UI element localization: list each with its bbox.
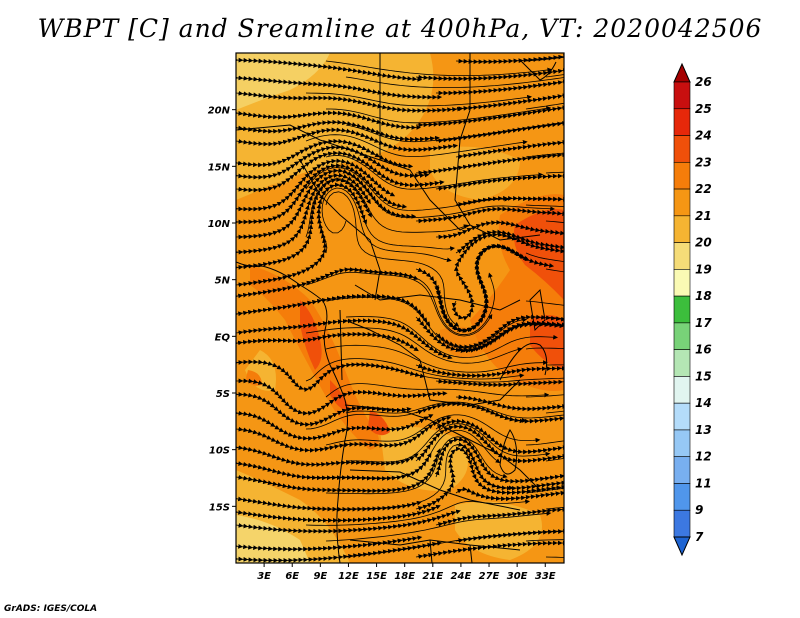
- colorbar-label: 26: [695, 75, 712, 89]
- x-tick-label: 3E: [257, 571, 271, 582]
- streamline: [435, 369, 564, 388]
- x-tick-label: 27E: [479, 571, 500, 582]
- streamline: [305, 403, 527, 430]
- colorbar-swatch: [673, 322, 691, 350]
- grads-credit: GrADS: IGES/COLA: [4, 604, 98, 614]
- y-tick-label: 15S: [209, 502, 230, 513]
- streamline: [236, 541, 443, 563]
- streamline: [236, 293, 431, 327]
- x-tick-label: 33E: [535, 571, 556, 582]
- x-tick-label: 15E: [366, 571, 387, 582]
- colorbar-swatch: [673, 188, 691, 217]
- streamline: [415, 540, 564, 559]
- chart-title: WBPT [C] and Sreamline at 400hPa, VT: 20…: [37, 14, 763, 43]
- colorbar-label: 17: [695, 316, 712, 330]
- colorbar-swatch: [673, 81, 691, 110]
- colorbar-label: 16: [695, 343, 712, 357]
- colorbar-swatch: [673, 376, 691, 404]
- streamline: [305, 429, 501, 479]
- colorbar-label: 21: [695, 209, 712, 223]
- colorbar-swatch: [673, 108, 691, 136]
- colorbar-max-triangle: [673, 62, 691, 83]
- streamlines: [236, 53, 564, 563]
- streamline: [305, 499, 530, 526]
- colorbar-swatch: [673, 402, 691, 431]
- y-tick-label: 15N: [208, 162, 231, 173]
- y-tick-label: EQ: [215, 332, 231, 343]
- colorbar-label: 11: [695, 476, 712, 490]
- x-tick-label: 21E: [422, 571, 443, 582]
- colorbar-swatch: [673, 509, 691, 538]
- x-tick-label: 18E: [394, 571, 415, 582]
- streamline: [236, 509, 461, 534]
- colorbar-label: 25: [695, 102, 712, 116]
- colorbar-label: 7: [695, 530, 704, 544]
- colorbar-label: 18: [695, 289, 712, 303]
- x-tick-label: 9E: [313, 571, 327, 582]
- colorbar-min-triangle: [673, 536, 691, 557]
- x-tick-label: 24E: [451, 571, 472, 582]
- axis-ticks: 3E 6E 9E 12E 15E 18E 21E 24E 27E 30E 33E 20N 15N 10N 5…: [208, 106, 556, 582]
- colorbar-swatch: [673, 483, 691, 511]
- y-tick-label: 5N: [215, 276, 231, 287]
- colorbar-label: 22: [695, 182, 712, 196]
- streamline: [451, 232, 564, 321]
- colorbar-label: 9: [695, 503, 703, 517]
- y-tick-label: 10S: [209, 446, 230, 457]
- colorbar-label: 19: [695, 262, 712, 276]
- colorbar-label: 12: [695, 450, 712, 464]
- colorbar-label: 20: [695, 236, 712, 250]
- y-tick-label: 10N: [208, 219, 231, 230]
- streamline: [435, 504, 564, 527]
- colorbar-swatch: [673, 349, 691, 377]
- streamline: [415, 206, 564, 226]
- streamline: [345, 530, 564, 558]
- colorbar-swatch: [673, 269, 691, 297]
- streamline: [236, 331, 419, 352]
- streamline: [236, 267, 419, 304]
- colorbar-swatch: [673, 215, 691, 243]
- streamline: [415, 446, 564, 511]
- colorbar-swatch: [673, 135, 691, 163]
- colorbar-label: 15: [695, 369, 712, 383]
- streamline: [325, 511, 552, 542]
- colorbar-swatch: [673, 242, 691, 270]
- x-tick-label: 6E: [285, 571, 299, 582]
- colorbar-label: 13: [695, 423, 712, 437]
- streamline: [525, 300, 564, 306]
- streamline: [455, 320, 564, 353]
- x-tick-label: 12E: [338, 571, 359, 582]
- x-tick-label: 30E: [507, 571, 528, 582]
- streamline: [435, 173, 564, 192]
- streamline: [455, 195, 564, 215]
- y-tick-label: 5S: [216, 389, 230, 400]
- colorbar-swatch: [673, 295, 691, 324]
- colorbar-swatch: [673, 161, 691, 190]
- colorbar-label: 14: [695, 396, 712, 410]
- colorbar-swatch: [673, 456, 691, 484]
- colorbar-swatch: [673, 429, 691, 458]
- y-tick-label: 20N: [208, 106, 231, 117]
- map-frame: [235, 52, 565, 564]
- colorbar-label: 24: [695, 129, 712, 143]
- colorbar-label: 23: [695, 155, 712, 169]
- streamline: [415, 150, 564, 176]
